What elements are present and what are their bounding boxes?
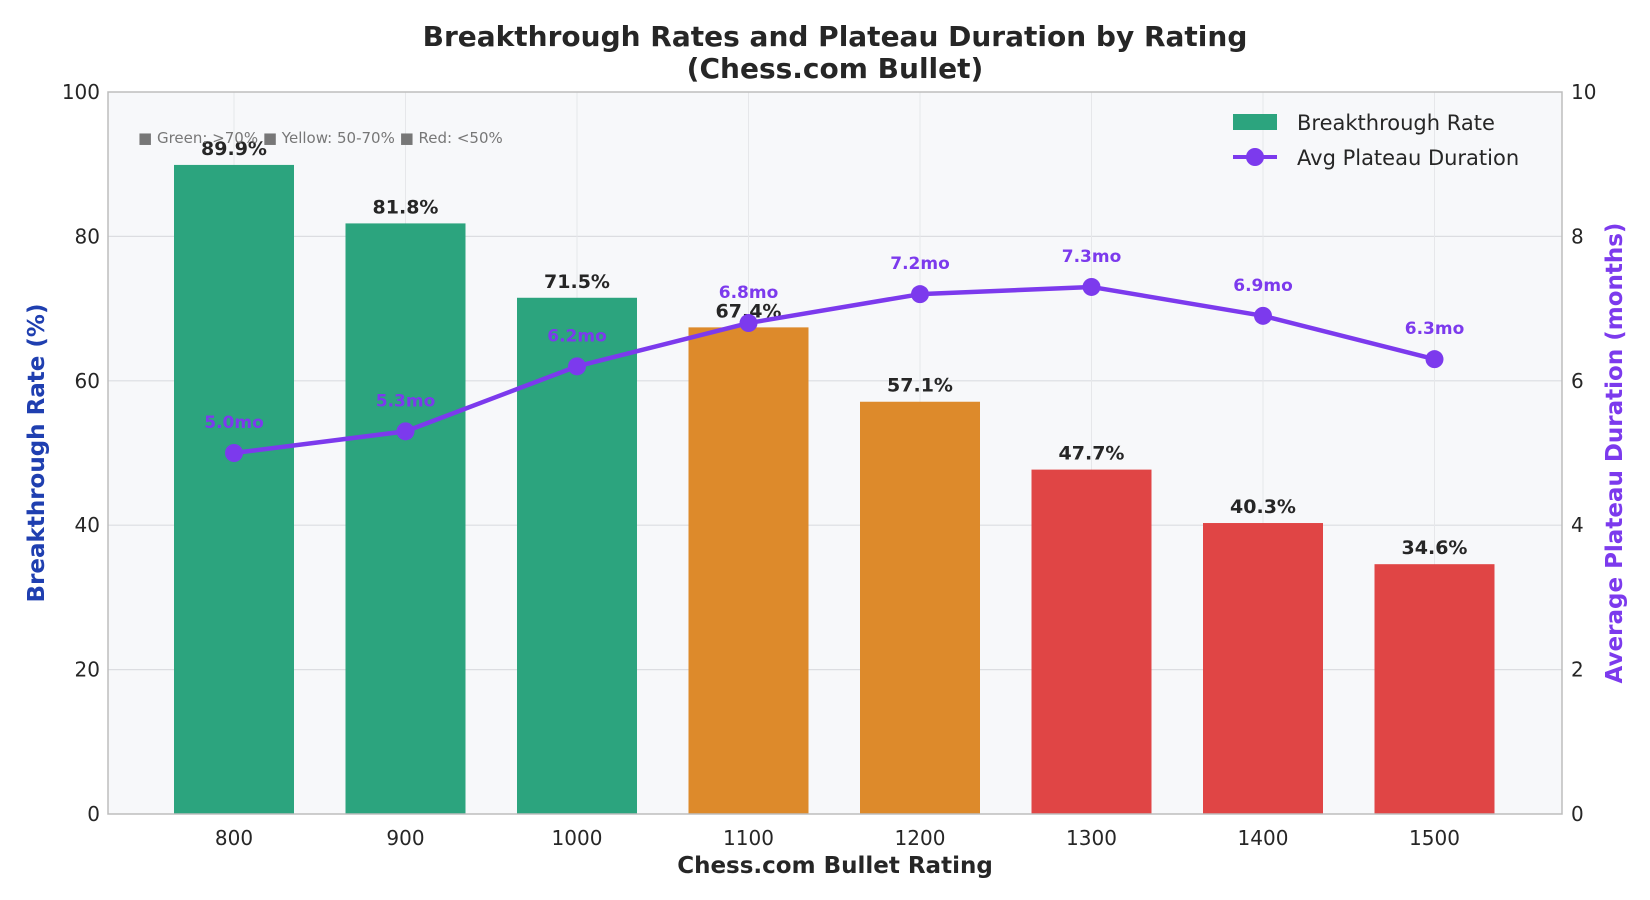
x-tick-1300: 1300 [1066,826,1117,850]
x-tick-1500: 1500 [1409,826,1460,850]
bar-1100 [688,327,809,814]
x-tick-1000: 1000 [552,826,603,850]
legend-bar-swatch [1233,114,1277,130]
line-point-1100 [739,314,758,333]
line-label-1200: 7.2mo [890,254,950,274]
bar-series [174,164,1495,815]
y2-tick-2: 2 [1571,658,1584,682]
line-point-1400 [1254,306,1272,325]
legend-label-line: Avg Plateau Duration [1297,146,1519,170]
y-axis-label: Breakthrough Rate (%) [24,304,50,603]
x-axis-label: Chess.com Bullet Rating [677,853,993,879]
bar-label-1400: 40.3% [1230,496,1296,518]
bar-1500 [1374,564,1495,814]
y2-tick-4: 4 [1571,513,1584,537]
line-point-1000 [568,357,586,376]
left-axis-ticks: 0 20 40 60 80 100 [62,80,100,826]
y2-tick-6: 6 [1571,369,1584,393]
chart-subtitle: (Chess.com Bullet) [687,52,984,85]
x-tick-900: 900 [386,826,424,850]
chart-title: Breakthrough Rates and Plateau Duration … [423,20,1248,53]
legend-label-bars: Breakthrough Rate [1297,111,1495,135]
x-tick-1200: 1200 [895,826,946,850]
line-label-1500: 6.3mo [1405,319,1465,339]
legend-marker-icon [1246,148,1264,166]
y-tick-80: 80 [75,224,100,248]
plateau-duration-line [233,284,1436,456]
x-axis-ticks: 800 900 1000 1100 1200 1300 1400 1500 [215,826,1460,850]
bar-1400 [1203,523,1323,814]
line-label-1000: 6.2mo [547,326,607,346]
line-label-900: 5.3mo [376,391,436,411]
line-label-1300: 7.3mo [1062,247,1122,267]
line-point-800 [225,444,243,462]
color-legend-note: ■ Green: >70% ■ Yellow: 50-70% ■ Red: <5… [138,129,503,147]
bar-label-1100: 67.4% [716,300,782,322]
line-value-labels: 5.0mo 5.3mo 6.2mo 6.8mo 7.2mo 7.3mo 6.9mo 6.3mo [204,247,1464,433]
y-tick-100: 100 [62,80,100,104]
y2-tick-0: 0 [1571,802,1584,826]
plot-background [108,92,1562,814]
bar-800 [174,164,294,814]
bar-value-labels: 89.9% 81.8% 71.5% 67.4% 57.1% 47.7% 40.3% 34.6% [201,138,1467,559]
bar-label-1000: 71.5% [544,271,610,293]
bar-1300 [1031,469,1152,814]
bar-label-900: 81.8% [373,196,439,218]
line-point-1300 [1082,277,1101,296]
right-axis-ticks: 0 2 4 6 8 10 [1571,80,1596,826]
bar-1200 [860,401,980,814]
y-tick-0: 0 [87,802,100,826]
y2-axis-label: Average Plateau Duration (months) [1602,223,1628,684]
line-label-800: 5.0mo [204,413,264,433]
plot-frame [107,91,1563,815]
legend: Breakthrough Rate Avg Plateau Duration [1233,111,1519,170]
line-point-1500 [1425,350,1444,369]
line-point-900 [396,422,415,441]
y2-tick-10: 10 [1571,80,1596,104]
line-series [225,277,1444,462]
y-tick-20: 20 [75,658,100,682]
x-tick-1400: 1400 [1238,826,1289,850]
bar-label-1500: 34.6% [1402,537,1468,559]
bar-label-800: 89.9% [201,138,267,160]
y-tick-40: 40 [75,513,100,537]
x-tick-1100: 1100 [723,826,774,850]
y2-tick-8: 8 [1571,224,1584,248]
x-tick-800: 800 [215,826,253,850]
line-label-1100: 6.8mo [719,283,779,303]
line-label-1400: 6.9mo [1233,276,1293,296]
bar-900 [345,223,466,815]
line-point-1200 [911,285,929,304]
y-tick-60: 60 [75,369,100,393]
bar-label-1200: 57.1% [887,375,953,397]
bar-label-1300: 47.7% [1059,443,1125,465]
